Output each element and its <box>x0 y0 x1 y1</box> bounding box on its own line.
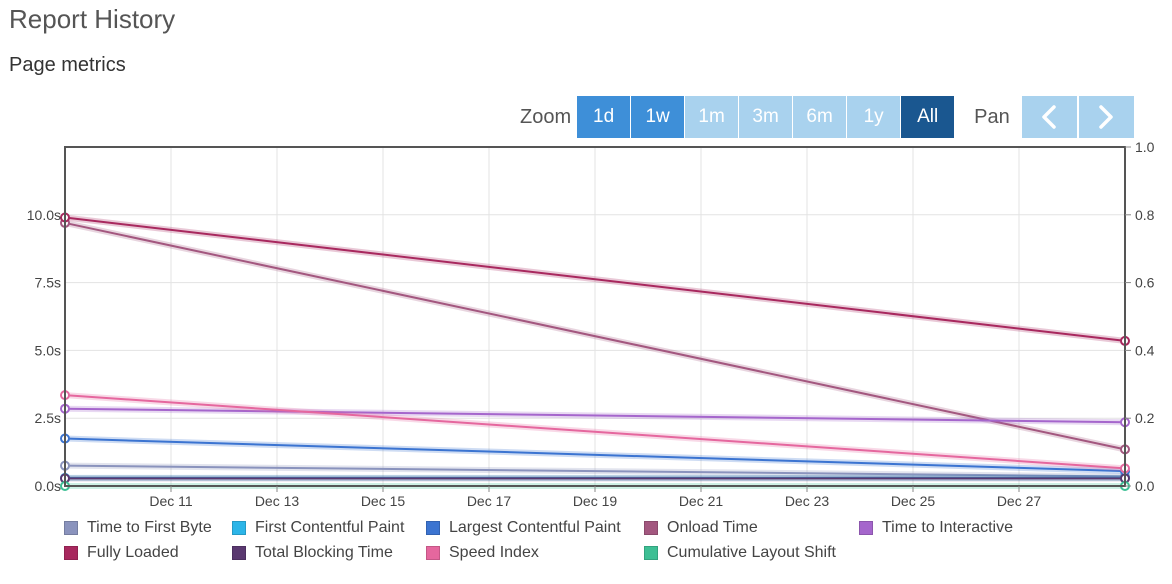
section-title: Page metrics <box>9 54 126 76</box>
legend-item[interactable]: Onload Time <box>644 519 758 537</box>
y-left-tick-label: 7.5s <box>35 275 61 291</box>
legend-label: Total Blocking Time <box>255 544 393 561</box>
pan-right-button[interactable] <box>1078 96 1134 138</box>
series-time-to-interactive[interactable] <box>60 403 1130 428</box>
zoom-toolbar: Zoom 1d 1w 1m 3m 6m 1y All Pan <box>520 96 1136 138</box>
y-right-tick-label: 0.4 <box>1135 342 1155 358</box>
zoom-button-1y[interactable]: 1y <box>847 96 901 138</box>
series-line <box>64 437 1126 473</box>
y-right-tick-label: 0.2 <box>1135 410 1155 426</box>
series-line <box>64 394 1126 470</box>
legend-swatch <box>644 546 658 560</box>
legend-swatch <box>64 546 78 560</box>
y-left-tick-label: 0.0s <box>35 478 61 494</box>
y-right-tick-label: 1.0 <box>1135 139 1155 155</box>
x-tick-label: Dec 17 <box>467 493 512 509</box>
zoom-button-all[interactable]: All <box>901 96 955 138</box>
x-tick-label: Dec 21 <box>679 493 724 509</box>
legend-item[interactable]: Time to Interactive <box>859 519 1013 537</box>
grid <box>65 147 1125 487</box>
zoom-label: Zoom <box>520 105 572 128</box>
legend-item[interactable]: Largest Contentful Paint <box>426 519 621 537</box>
series-line <box>64 216 1126 342</box>
y-right-tick-label: 0.0 <box>1135 478 1155 494</box>
zoom-button-1m[interactable]: 1m <box>685 96 739 138</box>
x-tick-label: Dec 19 <box>573 493 618 509</box>
x-tick-label: Dec 15 <box>361 493 406 509</box>
series-line <box>64 407 1126 424</box>
legend-item[interactable]: Speed Index <box>426 544 539 562</box>
legend-item[interactable]: Fully Loaded <box>64 544 179 562</box>
legend-label: Speed Index <box>449 544 539 561</box>
zoom-button-1d[interactable]: 1d <box>577 96 631 138</box>
tick-labels: Dec 11 Dec 13 Dec 15 Dec 17 Dec 19 Dec 21 Dec … <box>27 139 1155 509</box>
y-right-tick-label: 0.8 <box>1135 207 1155 223</box>
legend-label: Cumulative Layout Shift <box>667 544 836 561</box>
legend-item[interactable]: First Contentful Paint <box>232 519 404 537</box>
legend-label: First Contentful Paint <box>255 519 405 536</box>
legend-swatch <box>426 521 440 535</box>
pan-left-button[interactable] <box>1021 96 1077 138</box>
y-left-tick-label: 2.5s <box>35 410 61 426</box>
chevron-left-icon <box>1042 105 1056 129</box>
legend-swatch <box>232 521 246 535</box>
legend-item[interactable]: Cumulative Layout Shift <box>644 544 836 562</box>
legend-swatch <box>859 521 873 535</box>
legend-swatch <box>232 546 246 560</box>
y-left-tick-label: 5.0s <box>35 342 61 358</box>
legend-label: Largest Contentful Paint <box>449 519 621 536</box>
series-total-blocking-time[interactable] <box>60 473 1130 484</box>
legend-label: Onload Time <box>667 519 758 536</box>
legend-swatch <box>64 521 78 535</box>
page-title: Report History <box>9 4 176 34</box>
x-tick-label: Dec 27 <box>997 493 1042 509</box>
legend-label: Time to First Byte <box>87 519 212 536</box>
zoom-button-1w[interactable]: 1w <box>631 96 685 138</box>
x-tick-label: Dec 11 <box>149 493 193 509</box>
x-tick-label: Dec 13 <box>255 493 300 509</box>
series-line <box>64 221 1126 451</box>
legend-swatch <box>644 521 658 535</box>
pan-label: Pan <box>974 105 1010 128</box>
y-left-tick-label: 10.0s <box>27 207 61 223</box>
y-right-tick-label: 0.6 <box>1135 275 1155 291</box>
x-tick-label: Dec 25 <box>891 493 936 509</box>
series-line <box>64 464 1126 478</box>
x-tick-label: Dec 23 <box>785 493 830 509</box>
chevron-right-icon <box>1099 105 1113 129</box>
series-fully-loaded[interactable] <box>60 212 1130 346</box>
legend-swatch <box>426 546 440 560</box>
legend-label: Time to Interactive <box>882 519 1014 536</box>
legend-item[interactable]: Total Blocking Time <box>232 544 393 562</box>
zoom-button-6m[interactable]: 6m <box>793 96 847 138</box>
legend-label: Fully Loaded <box>87 544 179 561</box>
zoom-button-3m[interactable]: 3m <box>739 96 793 138</box>
legend-item[interactable]: Time to First Byte <box>64 519 212 537</box>
